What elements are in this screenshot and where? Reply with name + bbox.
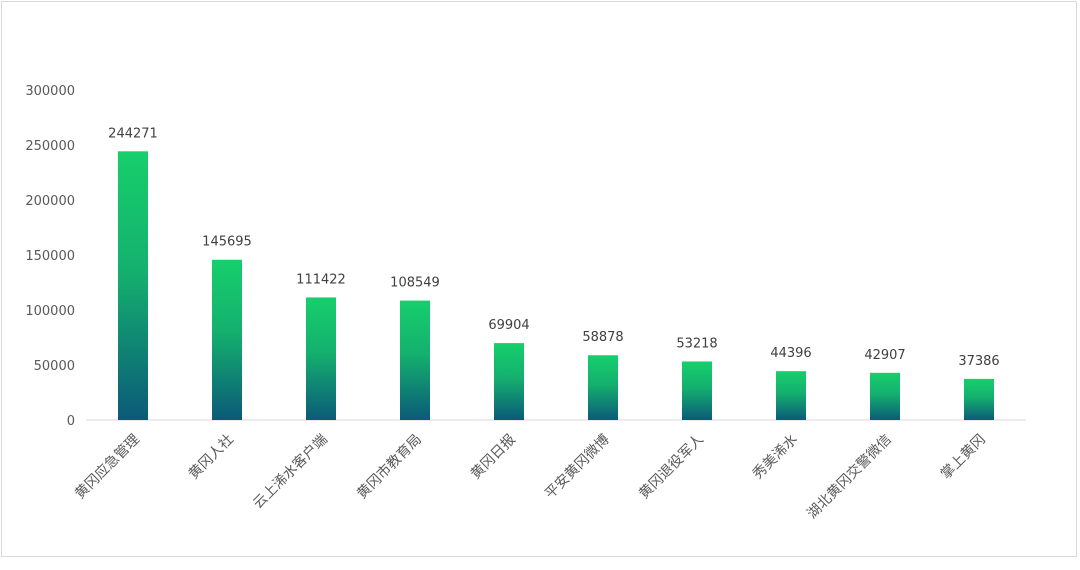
bar-value-label: 108549: [390, 276, 440, 291]
x-category-label: 云上浠水客户端: [250, 431, 331, 512]
x-category-label: 黄冈退役军人: [635, 431, 706, 502]
y-axis-tick-labels: 0 50000 100000 150000 200000 250000 300000: [25, 84, 75, 429]
y-tick-label: 150000: [25, 249, 75, 264]
bar: [588, 355, 618, 420]
value-labels-group: 244271 145695 111422 108549 69904 58878 53218 4…: [108, 126, 1000, 369]
bar-value-label: 69904: [488, 318, 529, 333]
bar-value-label: 53218: [676, 336, 717, 351]
bar-value-label: 37386: [958, 354, 999, 369]
bar: [682, 361, 712, 420]
y-tick-label: 50000: [34, 359, 75, 374]
bar: [118, 151, 148, 421]
bar-value-label: 44396: [770, 346, 811, 361]
bar: [306, 297, 336, 420]
bar: [964, 378, 994, 420]
y-tick-label: 250000: [25, 139, 75, 154]
y-tick-label: 0: [67, 414, 75, 429]
bar-value-label: 244271: [108, 126, 158, 141]
y-tick-label: 100000: [25, 304, 75, 319]
x-axis-category-labels: 黄冈应急管理 黄冈人社 云上浠水客户端 黄冈市教育局 黄冈日报 平安黄冈微博 黄冈退役军人秀…: [71, 431, 988, 522]
bar: [870, 372, 900, 420]
x-category-label: 黄冈人社: [185, 431, 237, 483]
bar-value-label: 145695: [202, 235, 252, 250]
x-category-label: 掌上黄冈: [937, 431, 989, 483]
bar: [400, 300, 430, 420]
bar-value-label: 58878: [582, 330, 623, 345]
bar-value-label: 111422: [296, 272, 346, 287]
x-category-label: 黄冈日报: [467, 431, 519, 483]
bar-chart: 0 50000 100000 150000 200000 250000 300000 244…: [25, 84, 1026, 522]
bar-value-label: 42907: [864, 348, 905, 363]
chart-frame: 0 50000 100000 150000 200000 250000 300000 244…: [1, 1, 1077, 557]
x-category-label: 黄冈应急管理: [71, 431, 142, 502]
y-tick-label: 300000: [25, 84, 75, 99]
x-category-label: 黄冈市教育局: [353, 431, 424, 502]
bar: [494, 343, 524, 420]
bar: [212, 259, 242, 420]
bars-group: [118, 151, 994, 421]
bar: [776, 371, 806, 420]
x-category-label: 平安黄冈微博: [541, 431, 612, 502]
x-category-label: 湖北黄冈交警微信: [804, 431, 895, 522]
x-category-label: 秀美浠水: [750, 432, 801, 483]
y-tick-label: 200000: [25, 194, 75, 209]
